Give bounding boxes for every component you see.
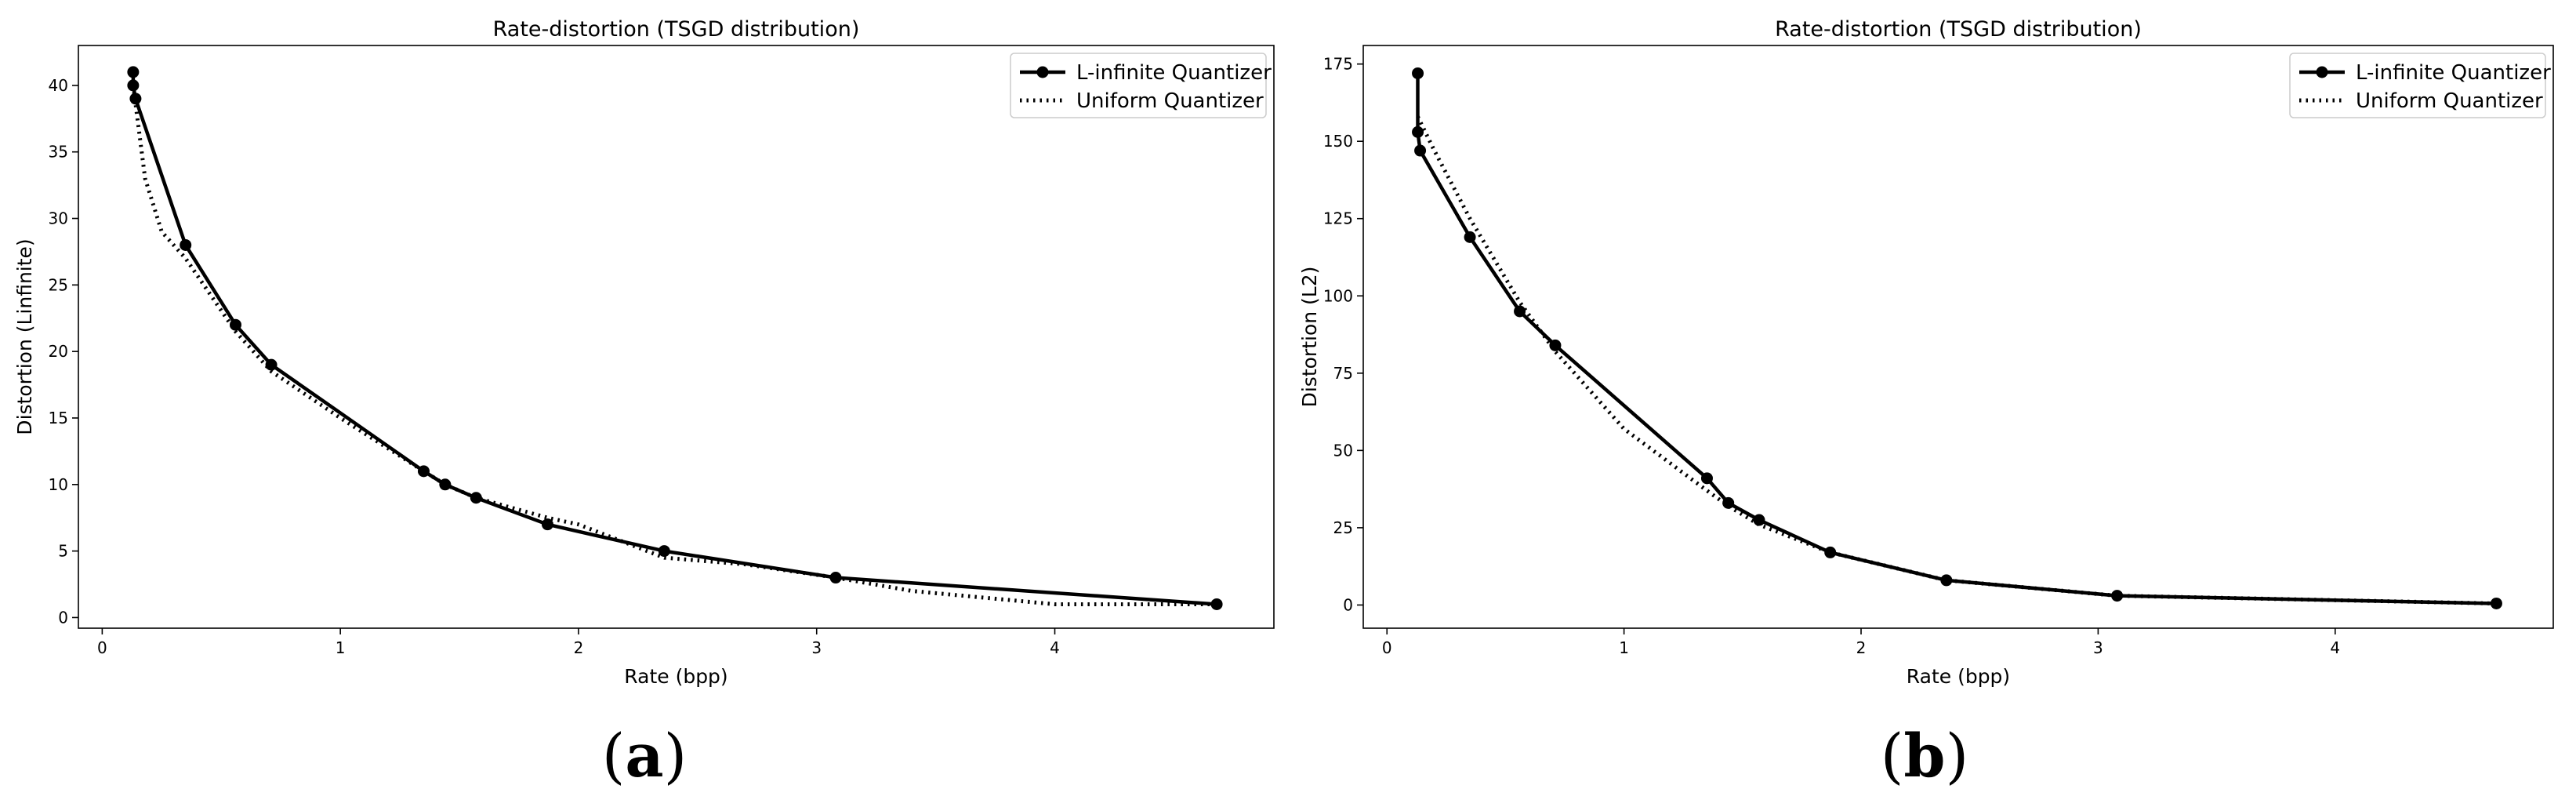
panel-label-close-paren: ) [664,721,688,791]
x-tick-label: 3 [811,638,822,657]
data-point-linf-quantizer [541,518,553,531]
chart-title: Rate-distortion (TSGD distribution) [1775,17,2142,42]
data-point-linf-quantizer [1412,67,1424,79]
x-tick-label: 0 [1382,638,1392,657]
data-point-linf-quantizer [2490,597,2502,609]
y-tick-label: 40 [49,76,68,95]
data-point-linf-quantizer [658,545,670,558]
legend-entry-label: L-infinite Quantizer [2356,61,2551,85]
y-tick-label: 25 [49,275,68,294]
data-point-linf-quantizer [1549,339,1562,351]
legend-box [2289,53,2546,118]
panel-label-letter: a [625,721,663,791]
data-point-linf-quantizer [229,318,241,331]
x-axis-label: Rate (bpp) [1907,665,2010,688]
y-tick-label: 125 [1323,209,1353,228]
y-tick-label: 150 [1323,132,1353,151]
legend-marker-linf-quantizer [2316,66,2328,78]
y-tick-label: 50 [1333,441,1353,460]
y-tick-label: 10 [49,475,68,494]
y-tick-label: 15 [49,409,68,427]
y-tick-label: 30 [49,209,68,228]
plot-frame [78,45,1275,629]
data-point-linf-quantizer [180,238,192,251]
x-tick-label: 2 [1856,638,1867,657]
y-tick-label: 25 [1333,518,1353,537]
y-axis-label: Distortion (Linfinite) [13,238,36,434]
data-point-linf-quantizer [1514,305,1526,318]
data-point-linf-quantizer [1412,125,1424,138]
legend-entry-label: Uniform Quantizer [2356,89,2543,113]
y-tick-label: 0 [1343,595,1353,614]
y-tick-label: 5 [58,542,68,561]
chart-panel-b: Rate-distortion (TSGD distribution) 0 1 2 3 4… [1298,17,2554,791]
data-point-linf-quantizer [1940,574,1953,587]
x-tick-label: 0 [97,638,107,657]
data-point-linf-quantizer [265,358,278,371]
legend-entry-label: Uniform Quantizer [1076,89,1264,113]
y-tick-label: 0 [58,608,68,627]
x-tick-label: 4 [1050,638,1060,657]
y-tick-label: 20 [49,342,68,361]
y-axis-label: Distortion (L2) [1298,267,1321,408]
data-point-linf-quantizer [2111,590,2124,602]
y-tick-label: 100 [1323,286,1353,305]
series-line-uniform-quantizer [1416,115,2497,605]
x-tick-label: 3 [2093,638,2103,657]
data-point-linf-quantizer [1753,514,1765,526]
y-tick-label: 175 [1323,55,1353,74]
data-point-linf-quantizer [1210,598,1223,610]
legend-marker-linf-quantizer [1036,66,1049,78]
x-tick-label: 2 [574,638,584,657]
data-point-linf-quantizer [1464,231,1476,243]
panel-label-open-paren: ( [602,721,626,791]
legend-entry-label: L-infinite Quantizer [1076,61,1272,85]
plot-frame [1362,45,2554,629]
panel-label: (b) [1881,721,1968,791]
data-point-linf-quantizer [1414,144,1427,157]
data-point-linf-quantizer [829,572,842,584]
chart-title: Rate-distortion (TSGD distribution) [493,17,860,42]
legend-box [1010,53,1267,118]
panel-label-open-paren: ( [1881,721,1904,791]
chart-panel-a: Rate-distortion (TSGD distribution) 0 1 2 3 4… [13,17,1275,791]
data-point-linf-quantizer [127,66,140,78]
x-tick-label: 1 [336,638,346,657]
panel-label-letter: b [1903,721,1945,791]
x-tick-label: 1 [1619,638,1629,657]
panel-label-close-paren: ) [1946,721,1969,791]
data-point-linf-quantizer [417,465,430,478]
y-tick-label: 75 [1333,364,1353,383]
x-tick-label: 4 [2330,638,2340,657]
data-point-linf-quantizer [470,492,482,504]
y-tick-label: 35 [49,143,68,162]
x-axis-label: Rate (bpp) [624,665,727,688]
data-point-linf-quantizer [1700,472,1713,485]
panel-label: (a) [602,721,688,791]
data-point-linf-quantizer [127,79,140,92]
